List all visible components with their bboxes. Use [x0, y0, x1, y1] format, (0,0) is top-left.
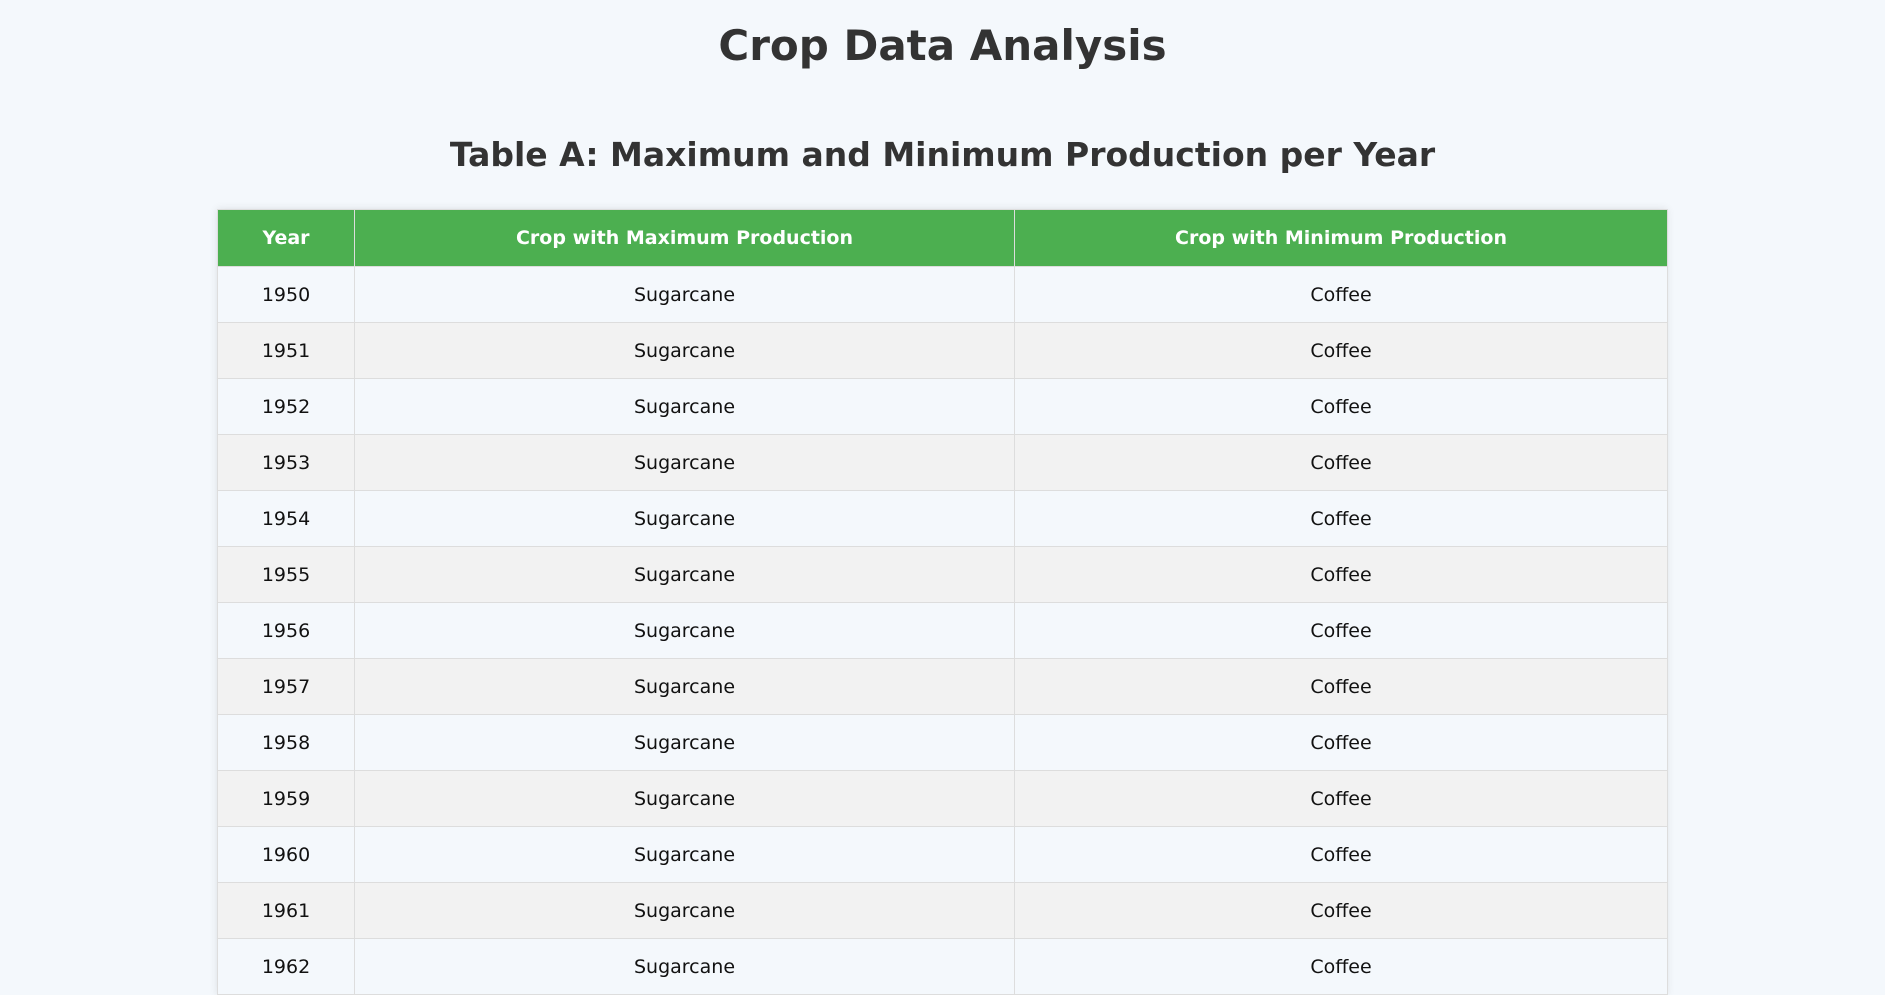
cell-max-crop: Sugarcane [354, 602, 1015, 659]
cell-max-crop: Sugarcane [354, 434, 1015, 491]
table-row: 1957 Sugarcane Coffee [217, 658, 1668, 715]
cell-max-crop: Sugarcane [354, 490, 1015, 547]
column-header-year: Year [217, 209, 355, 267]
column-header-max-crop: Crop with Maximum Production [354, 209, 1015, 267]
cell-min-crop: Coffee [1014, 938, 1668, 995]
cell-min-crop: Coffee [1014, 434, 1668, 491]
cell-year: 1953 [217, 434, 355, 491]
cell-min-crop: Coffee [1014, 770, 1668, 827]
table-row: 1959 Sugarcane Coffee [217, 770, 1668, 827]
cell-year: 1954 [217, 490, 355, 547]
table-row: 1961 Sugarcane Coffee [217, 882, 1668, 939]
cell-year: 1952 [217, 378, 355, 435]
cell-year: 1962 [217, 938, 355, 995]
cell-year: 1957 [217, 658, 355, 715]
table-row: 1956 Sugarcane Coffee [217, 602, 1668, 659]
table-row: 1950 Sugarcane Coffee [217, 266, 1668, 323]
cell-max-crop: Sugarcane [354, 546, 1015, 603]
cell-max-crop: Sugarcane [354, 938, 1015, 995]
cell-year: 1956 [217, 602, 355, 659]
cell-min-crop: Coffee [1014, 490, 1668, 547]
cell-year: 1961 [217, 882, 355, 939]
page-title: Crop Data Analysis [718, 21, 1167, 70]
cell-min-crop: Coffee [1014, 714, 1668, 771]
cell-max-crop: Sugarcane [354, 882, 1015, 939]
cell-max-crop: Sugarcane [354, 322, 1015, 379]
table-a: Year Crop with Maximum Production Crop w… [217, 209, 1668, 995]
cell-max-crop: Sugarcane [354, 266, 1015, 323]
cell-min-crop: Coffee [1014, 826, 1668, 883]
cell-year: 1951 [217, 322, 355, 379]
table-a-title: Table A: Maximum and Minimum Production … [449, 135, 1436, 174]
table-body: 1950 Sugarcane Coffee 1951 Sugarcane Cof… [217, 266, 1668, 995]
table-header-row: Year Crop with Maximum Production Crop w… [217, 209, 1668, 267]
cell-min-crop: Coffee [1014, 658, 1668, 715]
table-row: 1955 Sugarcane Coffee [217, 546, 1668, 603]
table-row: 1952 Sugarcane Coffee [217, 378, 1668, 435]
table-row: 1962 Sugarcane Coffee [217, 938, 1668, 995]
cell-min-crop: Coffee [1014, 602, 1668, 659]
cell-max-crop: Sugarcane [354, 658, 1015, 715]
cell-max-crop: Sugarcane [354, 714, 1015, 771]
table-row: 1953 Sugarcane Coffee [217, 434, 1668, 491]
column-header-min-crop: Crop with Minimum Production [1014, 209, 1668, 267]
table-a-container: Year Crop with Maximum Production Crop w… [217, 209, 1668, 995]
cell-year: 1955 [217, 546, 355, 603]
cell-min-crop: Coffee [1014, 882, 1668, 939]
table-row: 1954 Sugarcane Coffee [217, 490, 1668, 547]
cell-year: 1960 [217, 826, 355, 883]
cell-min-crop: Coffee [1014, 322, 1668, 379]
cell-max-crop: Sugarcane [354, 826, 1015, 883]
cell-min-crop: Coffee [1014, 378, 1668, 435]
cell-min-crop: Coffee [1014, 546, 1668, 603]
cell-max-crop: Sugarcane [354, 770, 1015, 827]
cell-year: 1959 [217, 770, 355, 827]
cell-min-crop: Coffee [1014, 266, 1668, 323]
cell-year: 1958 [217, 714, 355, 771]
table-row: 1951 Sugarcane Coffee [217, 322, 1668, 379]
table-row: 1958 Sugarcane Coffee [217, 714, 1668, 771]
cell-max-crop: Sugarcane [354, 378, 1015, 435]
cell-year: 1950 [217, 266, 355, 323]
table-row: 1960 Sugarcane Coffee [217, 826, 1668, 883]
